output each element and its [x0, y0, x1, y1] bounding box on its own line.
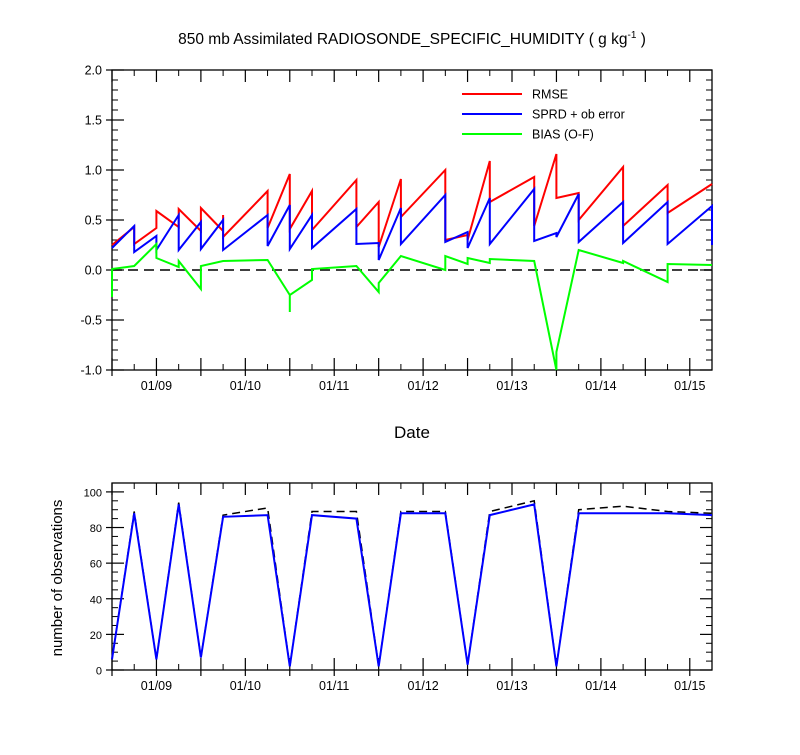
panel2-x-tick-label: 01/09 — [141, 679, 172, 693]
panel2-y-tick-label: 60 — [90, 559, 102, 571]
panel1-x-tick-label: 01/09 — [141, 379, 172, 393]
panel2-plot-frame — [111, 482, 713, 671]
panel1-y-tick-label: 1.0 — [85, 164, 102, 178]
panel2-x-tick-label: 01/14 — [585, 679, 616, 693]
panel1-series-sprd-ob-error — [111, 186, 713, 261]
panel1-x-tick-label: 01/13 — [496, 379, 527, 393]
panel2-x-tick-label: 01/11 — [319, 679, 349, 693]
panel1-y-tick-label: 2.0 — [85, 64, 102, 78]
chart-title-close: ) — [636, 31, 645, 48]
panel2-x-tick-label: 01/15 — [674, 679, 705, 693]
panel1-x-tick-label: 01/10 — [230, 379, 261, 393]
panel1-legend-label: BIAS (O-F) — [532, 128, 594, 142]
panel1-series-rmse — [111, 153, 713, 248]
panel1-legend-label: RMSE — [532, 88, 568, 102]
panel1-x-tick-label: 01/11 — [319, 379, 349, 393]
y-axis-label: number of observations — [49, 500, 66, 657]
panel2-series-assimilated-observations — [111, 503, 713, 667]
panel1-x-tick-label: 01/15 — [674, 379, 705, 393]
panel2-y-tick-label: 100 — [84, 487, 102, 499]
panel1-y-tick-label: -0.5 — [80, 314, 102, 328]
panel1-x-tick-label: 01/12 — [407, 379, 438, 393]
panel2-x-tick-label: 01/10 — [230, 679, 261, 693]
panel1-y-tick-label: 1.5 — [85, 114, 102, 128]
panel1-x-tick-label: 01/14 — [585, 379, 616, 393]
chart-title-superscript: -1 — [627, 30, 636, 41]
chart-title: 850 mb Assimilated RADIOSONDE_SPECIFIC_H… — [178, 30, 646, 48]
panel1-y-tick-label: -1.0 — [80, 364, 102, 378]
panel2-x-tick-label: 01/12 — [407, 679, 438, 693]
panel1-y-tick-label: 0.5 — [85, 214, 102, 228]
panel1-y-tick-label: 0.0 — [85, 264, 102, 278]
x-axis-label: Date — [394, 423, 430, 442]
chart-title-text: 850 mb Assimilated RADIOSONDE_SPECIFIC_H… — [178, 31, 627, 48]
panel1-legend-label: SPRD + ob error — [532, 108, 625, 122]
panel2-y-tick-label: 80 — [90, 523, 102, 535]
panel2-y-tick-label: 0 — [96, 666, 102, 678]
panel2-x-tick-label: 01/13 — [496, 679, 527, 693]
panel2-y-tick-label: 20 — [90, 630, 102, 642]
panel2-series-possible-observations — [111, 499, 713, 667]
panel2-y-tick-label: 40 — [90, 594, 102, 606]
panel1-series-bias-o-f — [111, 241, 713, 371]
